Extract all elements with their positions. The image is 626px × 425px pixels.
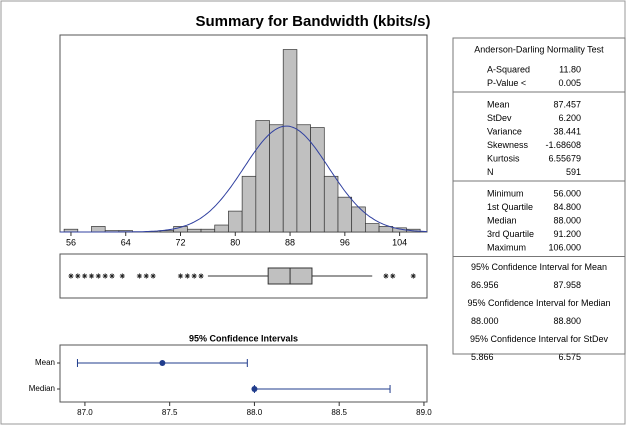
category-label: Median	[29, 384, 55, 393]
histogram-bar	[228, 210, 243, 233]
x-tick-label: 88.0	[247, 408, 263, 417]
interval-heading: 95% Confidence Interval for Median	[467, 298, 610, 308]
stat-label: Kurtosis	[487, 153, 520, 163]
x-tick-label: 72	[175, 237, 185, 247]
x-tick-label: 96	[340, 237, 350, 247]
stat-value: 38.441	[553, 126, 581, 136]
histogram-bar	[323, 175, 339, 233]
stat-label: Median	[487, 215, 517, 225]
histogram-bar	[337, 196, 353, 233]
x-tick-label: 104	[392, 237, 407, 247]
outlier	[390, 273, 396, 279]
stat-value: 88.000	[553, 215, 581, 225]
panel-title: Anderson-Darling Normality Test	[474, 44, 604, 54]
interval-upper: 88.800	[553, 316, 581, 326]
x-tick-label: 87.5	[162, 408, 178, 417]
outlier	[119, 273, 125, 279]
histogram-bar	[282, 49, 298, 233]
interval-heading: 95% Confidence Interval for Mean	[471, 262, 607, 272]
outlier	[410, 273, 416, 279]
stat-label: 3rd Quartile	[487, 229, 534, 239]
stat-value: 87.457	[553, 99, 581, 109]
histogram-bar	[351, 206, 366, 233]
stat-value: 6.55679	[548, 153, 581, 163]
stat-label: Minimum	[487, 188, 524, 198]
outlier	[88, 273, 95, 279]
outlier	[82, 273, 88, 279]
x-tick-label: 80	[230, 237, 240, 247]
outlier	[198, 273, 204, 279]
stat-value: 106.000	[548, 242, 581, 252]
x-tick-label: 88	[285, 237, 295, 247]
outlier	[95, 273, 101, 279]
histogram-bar	[241, 175, 257, 233]
interval-upper: 6.575	[558, 352, 581, 362]
stat-value: 56.000	[553, 188, 581, 198]
stat-label: P-Value <	[487, 78, 526, 88]
stat-label: Maximum	[487, 242, 526, 252]
stat-label: N	[487, 167, 494, 177]
normal-fit-curve	[60, 125, 428, 233]
histogram-bar	[255, 120, 270, 233]
stat-value: -1.68608	[545, 140, 581, 150]
x-tick-label: 56	[66, 237, 76, 247]
outlier	[184, 273, 190, 279]
stat-label: Mean	[487, 99, 510, 109]
x-tick-label: 88.5	[331, 408, 347, 417]
interval-heading: 95% Confidence Interval for StDev	[470, 334, 609, 344]
outlier	[136, 273, 143, 279]
interval-lower: 86.956	[471, 280, 499, 290]
interval-frame	[59, 344, 428, 403]
stat-value: 6.200	[558, 113, 581, 123]
stat-value: 91.200	[553, 229, 581, 239]
interval-upper: 87.958	[553, 280, 581, 290]
stat-label: StDev	[487, 113, 512, 123]
histogram-bar	[91, 226, 106, 233]
outlier	[102, 273, 108, 279]
interval-lower: 5.866	[471, 352, 494, 362]
outlier	[68, 273, 74, 279]
interval-title: 95% Confidence Intervals	[189, 333, 298, 343]
histogram-bar	[269, 124, 284, 233]
stat-label: Variance	[487, 126, 522, 136]
outlier	[150, 273, 156, 279]
x-tick-label: 89.0	[416, 408, 432, 417]
stats-panel	[452, 37, 626, 355]
x-tick-label: 87.0	[77, 408, 93, 417]
stat-label: Skewness	[487, 140, 529, 150]
outlier	[177, 273, 184, 279]
outlier	[143, 273, 149, 279]
outlier	[383, 273, 389, 279]
outlier	[191, 273, 197, 279]
outlier	[75, 273, 81, 279]
histogram-bar	[214, 224, 229, 233]
outlier	[109, 273, 115, 279]
stat-label: 1st Quartile	[487, 202, 533, 212]
stat-value: 11.80	[559, 64, 581, 74]
category-label: Mean	[35, 358, 55, 367]
interval-point	[251, 386, 258, 392]
histogram-bar	[187, 228, 202, 233]
histogram-bar	[310, 127, 325, 233]
stat-value: 84.800	[553, 202, 581, 212]
histogram-bar	[365, 223, 380, 233]
interval-point	[159, 360, 166, 366]
histogram-bar	[200, 228, 216, 233]
stat-value: 0.005	[558, 78, 581, 88]
stat-label: A-Squared	[487, 64, 530, 74]
stat-value: 591	[566, 167, 581, 177]
histogram-bar	[296, 124, 311, 233]
main-title: Summary for Bandwidth (kbits/s)	[195, 13, 430, 30]
interval-lower: 88.000	[471, 316, 499, 326]
x-tick-label: 64	[121, 237, 131, 247]
